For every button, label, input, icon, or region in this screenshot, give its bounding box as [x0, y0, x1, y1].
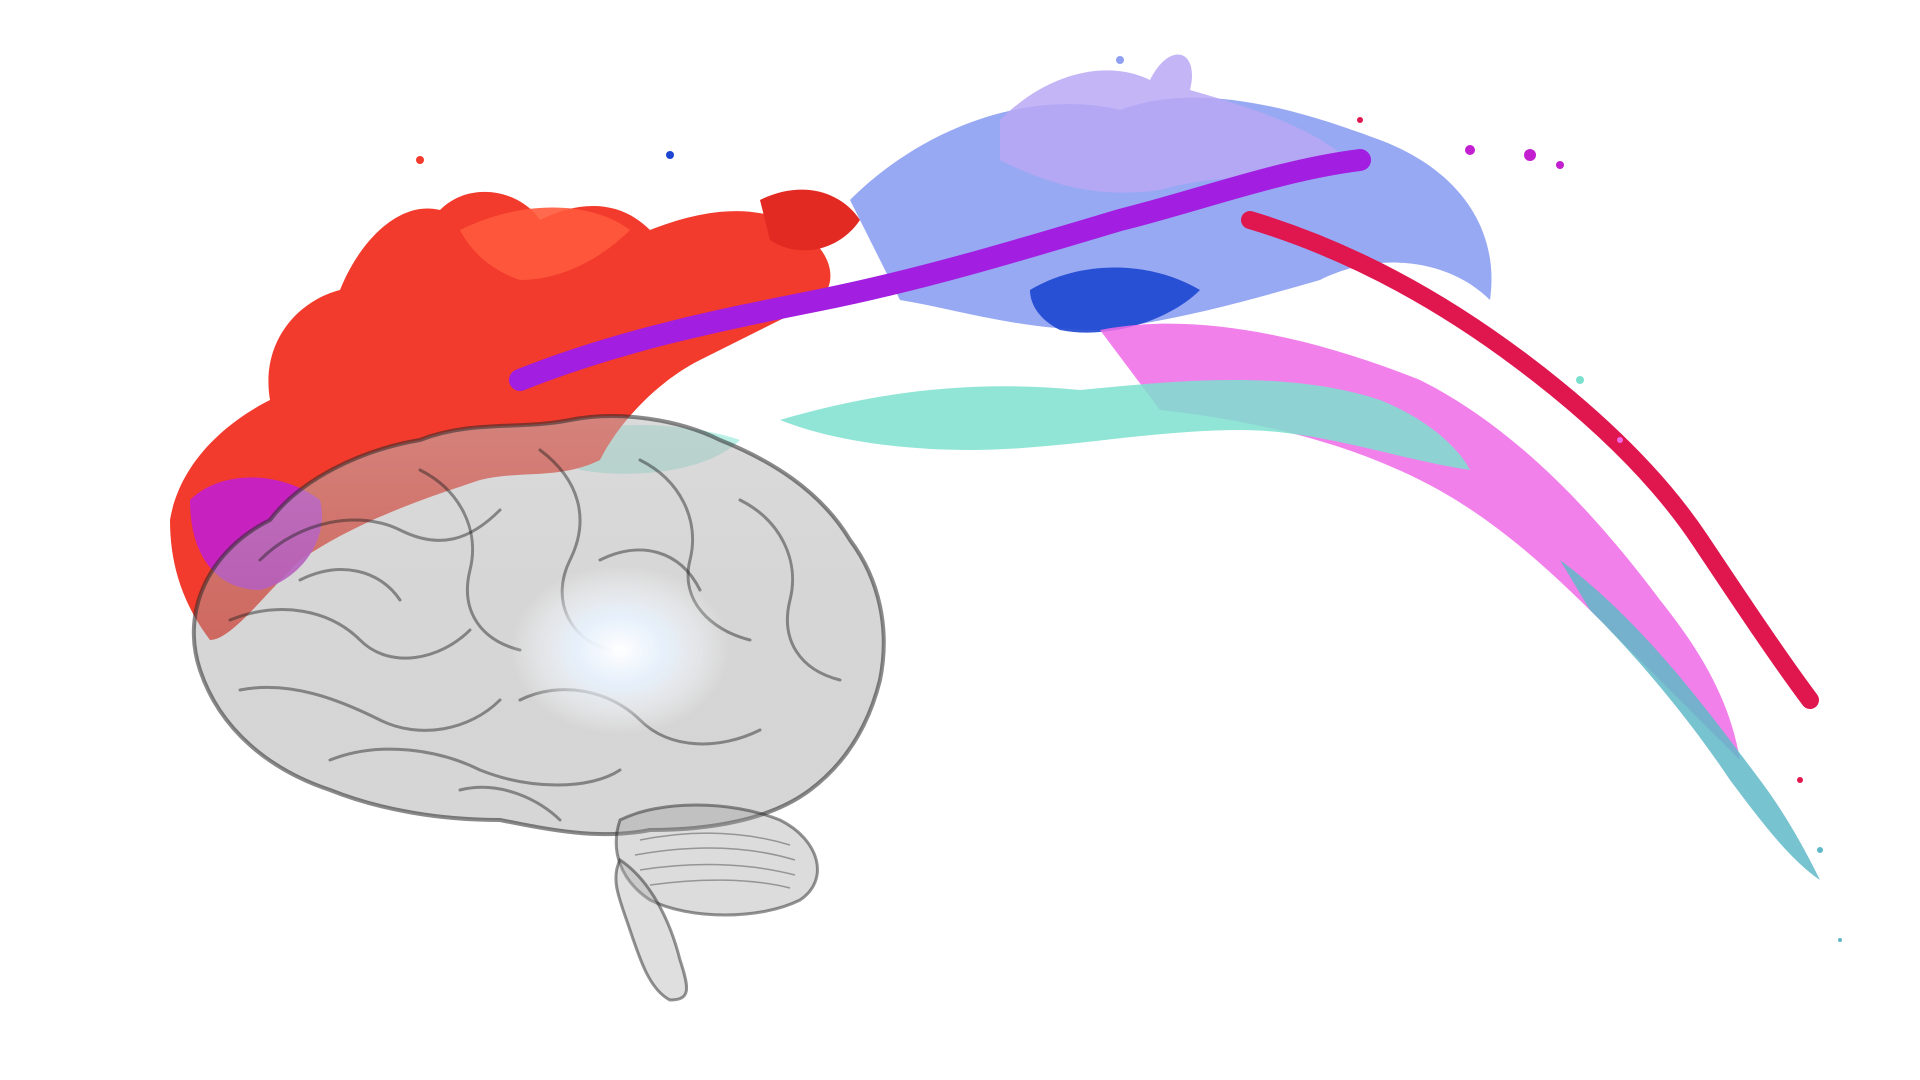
- paint-droplets: [416, 56, 1842, 942]
- splash-purple-streak: [509, 149, 1371, 391]
- splash-orange-red: [460, 207, 630, 280]
- splash-pink: [1100, 323, 1740, 760]
- splash-crimson-ribbon: [1241, 211, 1819, 709]
- brain-glow: [510, 565, 730, 735]
- brain-stem: [614, 857, 689, 1002]
- brain: [191, 414, 886, 1002]
- splash-lavender: [1000, 54, 1360, 193]
- cerebellum-lines: [634, 832, 796, 889]
- brain-cerebellum: [614, 803, 819, 917]
- splash-mint: [780, 380, 1470, 470]
- splash-royal-blue: [1030, 267, 1200, 333]
- splash-teal: [1560, 560, 1820, 880]
- splash-red-top: [760, 189, 860, 251]
